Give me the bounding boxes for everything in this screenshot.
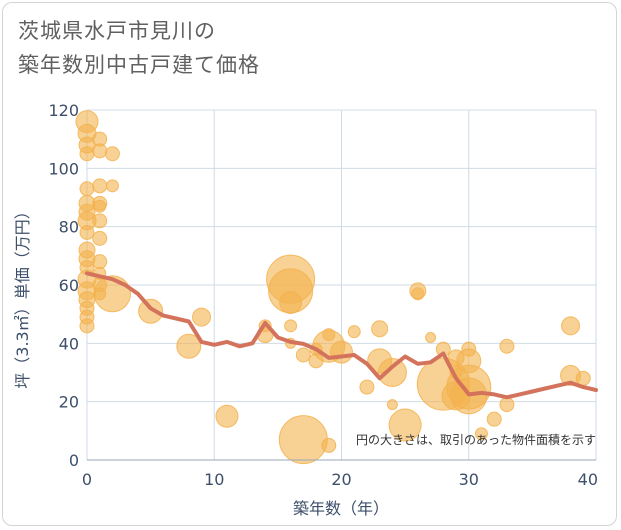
x-tick-label: 10	[204, 470, 224, 489]
data-bubble	[138, 298, 164, 324]
data-bubble	[388, 408, 422, 442]
chart-title-line-2: 築年数別中古戸建て価格	[18, 53, 260, 77]
data-bubble	[371, 320, 389, 338]
data-bubble	[279, 291, 303, 314]
average-line-series	[85, 271, 598, 400]
x-axis-label: 築年数（年）	[293, 499, 389, 518]
data-bubble	[295, 347, 311, 363]
data-bubble	[215, 404, 239, 428]
y-tick-label: 0	[69, 451, 79, 470]
data-bubble	[474, 427, 488, 441]
data-bubble	[386, 399, 398, 411]
y-tick-label: 60	[59, 276, 79, 295]
data-bubble	[192, 307, 212, 327]
y-tick-label: 120	[48, 101, 79, 120]
x-tick-label: 30	[459, 470, 479, 489]
size-annotation: 円の大きさは、取引のあった物件面積を示す	[356, 432, 596, 447]
x-tick-label: 0	[82, 470, 92, 489]
data-bubble	[308, 353, 324, 369]
grid	[86, 109, 597, 461]
data-bubble	[93, 199, 107, 213]
y-tick-label: 40	[59, 334, 79, 353]
data-bubble	[447, 349, 465, 367]
data-bubble	[92, 213, 108, 229]
data-bubble	[278, 415, 328, 465]
chart-title: 茨城県水戸市見川の 築年数別中古戸建て価格	[18, 14, 608, 82]
data-bubble	[347, 325, 361, 339]
y-tick-label: 100	[48, 159, 79, 178]
data-bubble	[79, 225, 95, 240]
data-bubble	[561, 316, 581, 336]
data-bubble	[79, 146, 95, 162]
data-bubble	[104, 146, 120, 162]
data-bubble	[441, 381, 471, 411]
data-bubble	[499, 338, 515, 354]
data-bubble	[322, 328, 336, 342]
data-bubble	[92, 230, 108, 246]
y-tick-label: 80	[59, 218, 79, 237]
data-bubble	[411, 287, 425, 301]
data-bubble	[284, 319, 298, 333]
chart-title-line-1: 茨城県水戸市見川の	[18, 19, 216, 43]
data-bubble	[321, 437, 337, 453]
y-tick-label: 20	[59, 393, 79, 412]
data-bubble	[92, 143, 108, 159]
average-price-line	[85, 271, 598, 400]
data-bubble	[79, 181, 95, 197]
bubble-series	[75, 110, 591, 465]
data-bubble	[79, 318, 95, 334]
data-bubble	[78, 203, 96, 221]
data-bubble	[359, 379, 375, 395]
data-bubble	[176, 333, 202, 359]
data-bubble	[92, 254, 108, 270]
data-bubble	[367, 348, 393, 374]
x-tick-label: 40	[578, 470, 598, 489]
data-bubble	[575, 370, 591, 386]
x-tick-label: 20	[331, 470, 351, 489]
data-bubble	[330, 340, 353, 364]
data-bubble	[425, 332, 437, 343]
data-bubble	[461, 341, 477, 357]
data-bubble	[499, 397, 515, 413]
y-axis-label: 坪（3.3㎡）単価（万円）	[13, 203, 32, 388]
data-bubble	[92, 178, 108, 194]
data-bubble	[486, 411, 502, 427]
axes: 0 20 40 60 80 100 120 0 10 20 30 40	[48, 101, 598, 489]
data-bubble	[93, 287, 107, 301]
data-bubble	[105, 179, 119, 193]
